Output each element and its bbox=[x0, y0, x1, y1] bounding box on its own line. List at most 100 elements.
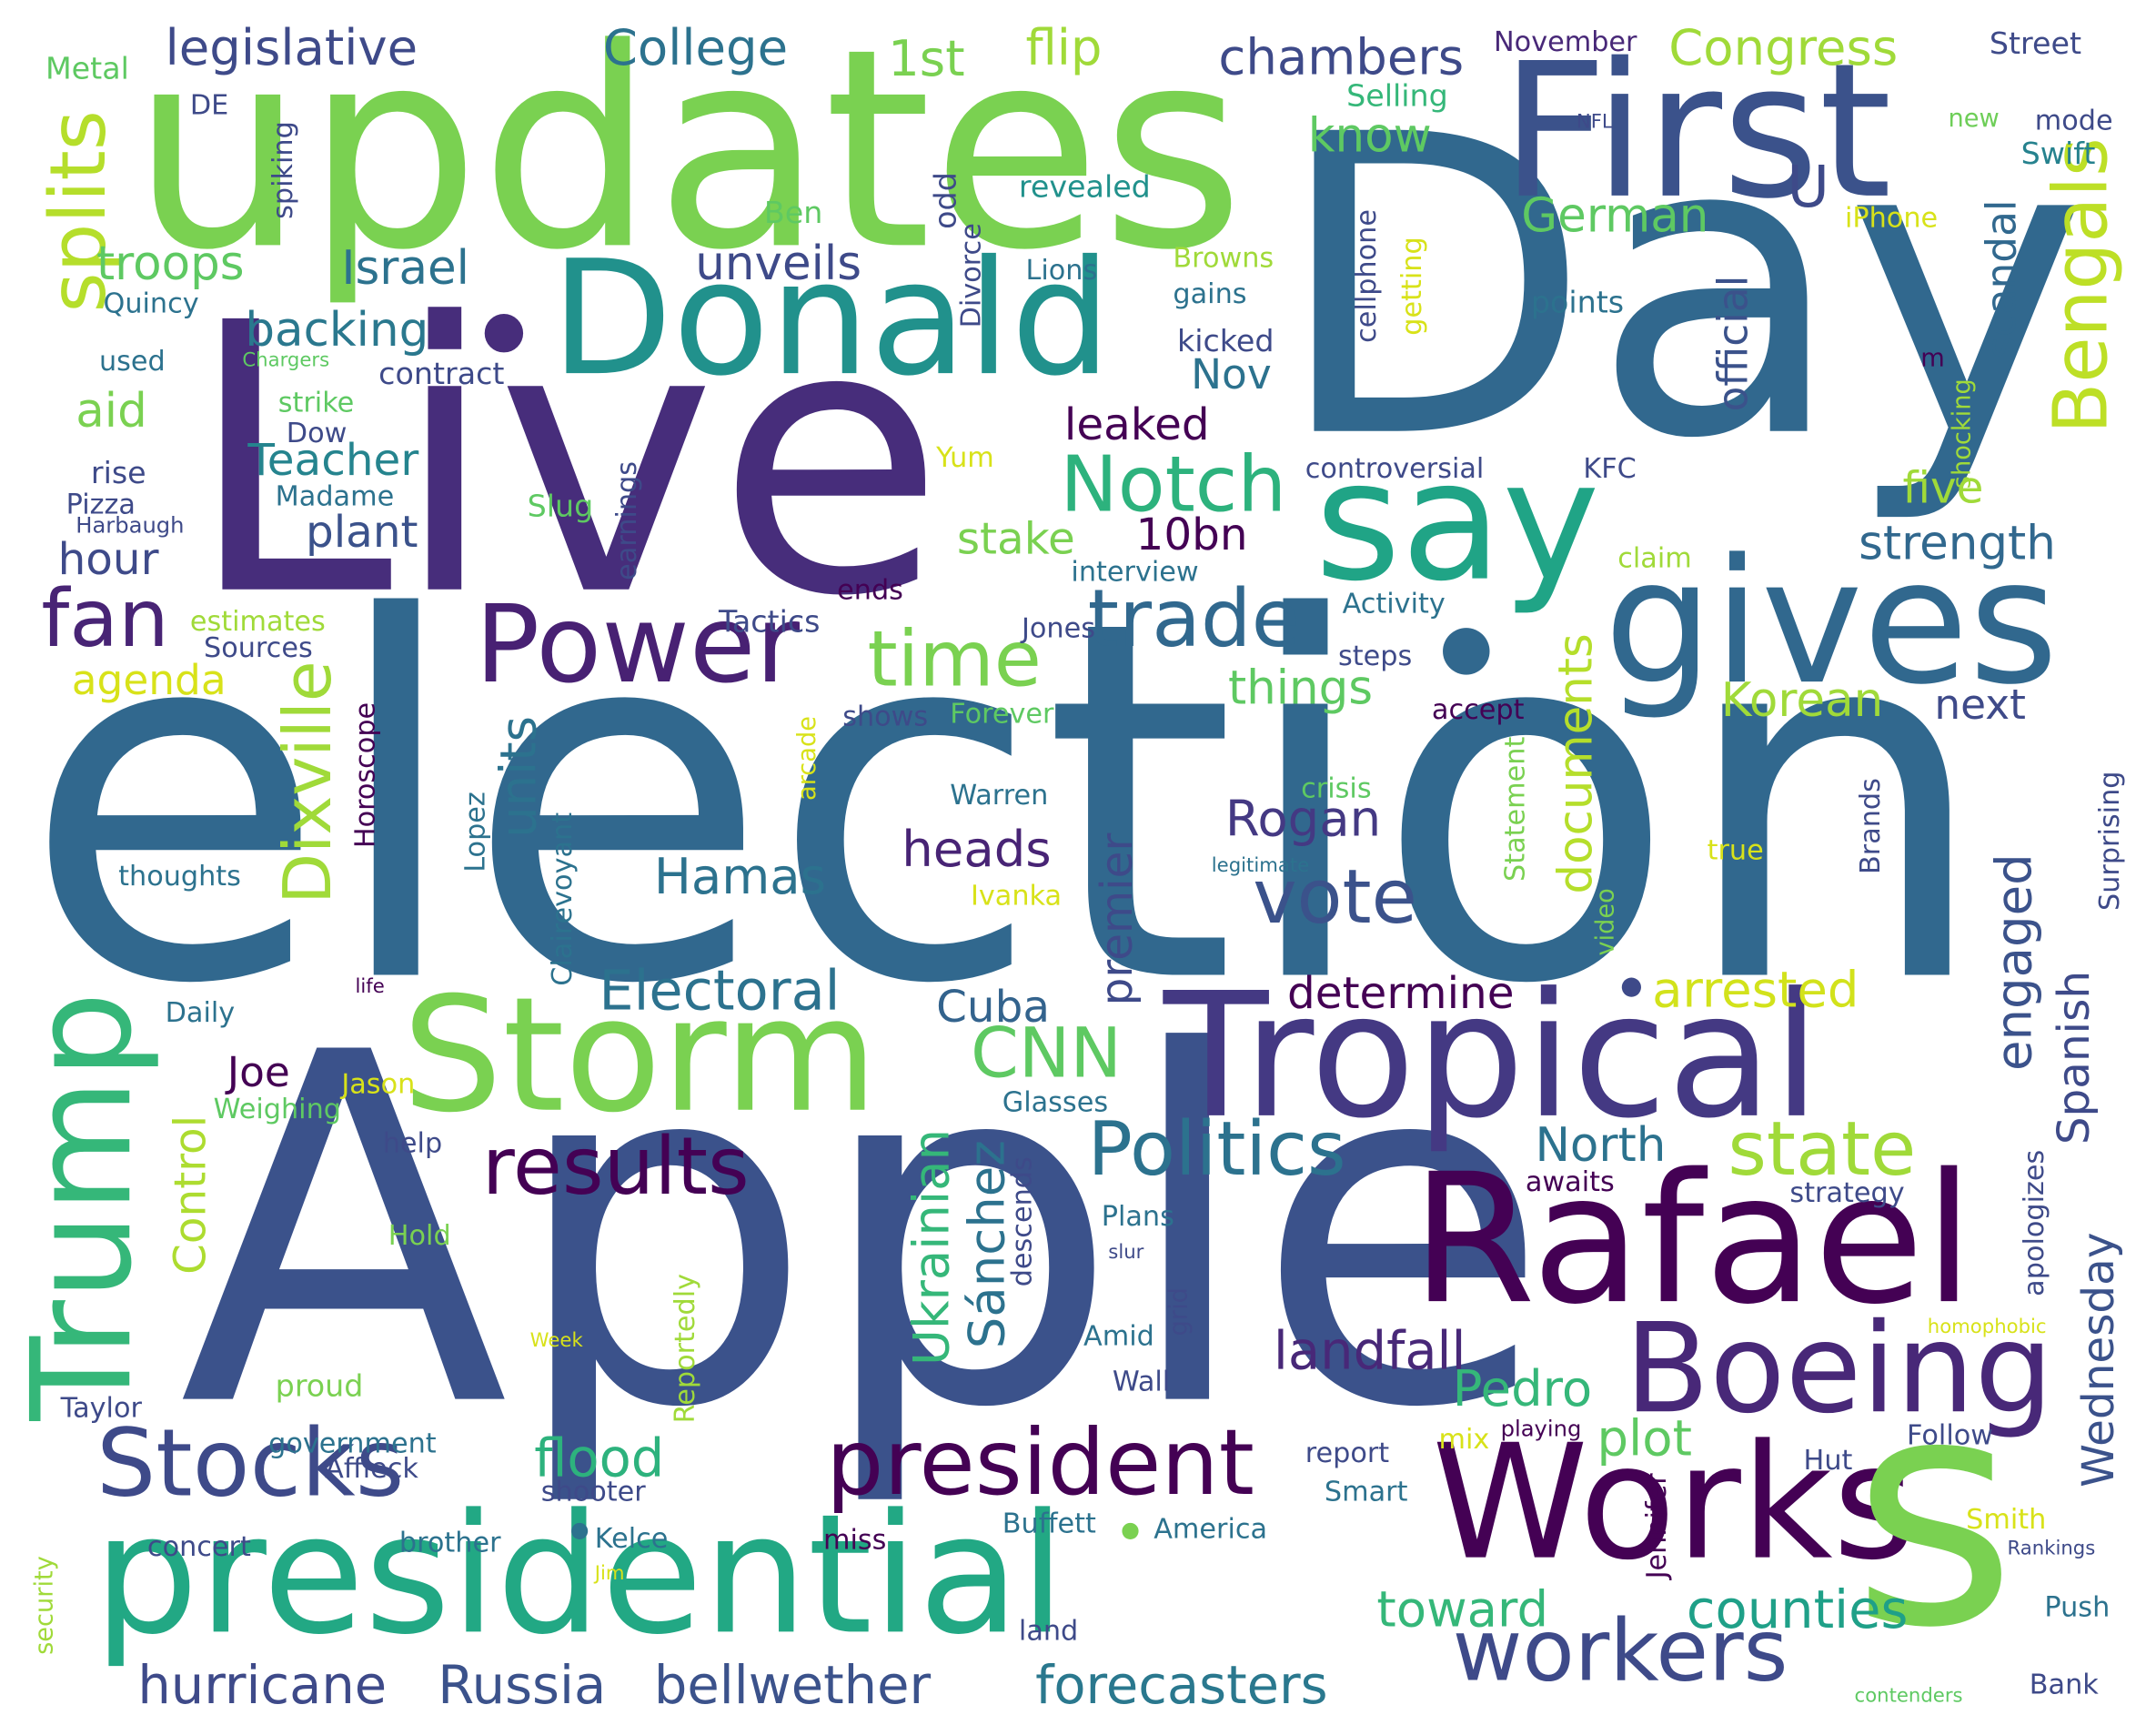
word: brother bbox=[398, 1525, 501, 1559]
word: Selling bbox=[1346, 79, 1448, 115]
word: Reportedly bbox=[667, 1273, 701, 1424]
word: plot bbox=[1597, 1411, 1692, 1468]
word: Stocks bbox=[96, 1409, 405, 1519]
word: Browns bbox=[1173, 240, 1274, 275]
word: toward bbox=[1376, 1581, 1549, 1639]
word: Slug bbox=[527, 489, 594, 525]
word: life bbox=[355, 976, 385, 999]
word: determine bbox=[1287, 966, 1515, 1019]
word: Wall bbox=[1112, 1364, 1171, 1398]
word: next bbox=[1934, 681, 2026, 731]
word: Wednesday bbox=[2071, 1232, 2125, 1488]
word: Hut bbox=[1803, 1443, 1853, 1477]
word: Control bbox=[164, 1115, 217, 1275]
word: used bbox=[98, 344, 166, 378]
word: Boeing bbox=[1624, 1296, 2054, 1442]
word: Jones bbox=[1021, 610, 1095, 645]
word: concert bbox=[146, 1529, 251, 1563]
word: earnings bbox=[610, 460, 643, 580]
word: Teacher bbox=[247, 433, 419, 487]
word: U bbox=[1787, 152, 1829, 221]
word: strategy bbox=[1789, 1175, 1905, 1209]
word: odd bbox=[929, 172, 964, 229]
word: Hamas bbox=[653, 849, 827, 906]
word: workers bbox=[1452, 1599, 1788, 1701]
word: election bbox=[22, 515, 1992, 1093]
word: proud bbox=[275, 1369, 364, 1405]
word: engaged bbox=[1986, 853, 2043, 1072]
word: hour bbox=[57, 532, 159, 586]
word: state bbox=[1728, 1105, 1917, 1193]
word: Politics bbox=[1087, 1105, 1346, 1193]
word: backing bbox=[245, 302, 429, 358]
word: Clairevoyant bbox=[545, 812, 579, 986]
word: interview bbox=[1071, 554, 1199, 589]
word: claim bbox=[1617, 540, 1692, 575]
word: Hold bbox=[388, 1218, 451, 1252]
word: mix bbox=[1438, 1422, 1490, 1456]
word: 1st bbox=[888, 31, 965, 88]
word: Dixville bbox=[269, 661, 348, 904]
word: official bbox=[1709, 275, 1758, 412]
word: Day bbox=[1273, 47, 2090, 530]
word: Surprising bbox=[2092, 771, 2126, 911]
word: Tropical bbox=[1163, 956, 1821, 1157]
word: help bbox=[382, 1125, 443, 1160]
word: Statement bbox=[1497, 736, 1531, 882]
word: estimates bbox=[189, 604, 326, 638]
word: forecasters bbox=[1035, 1655, 1328, 1716]
word: Rankings bbox=[2007, 1538, 2096, 1560]
dot-mark bbox=[1443, 628, 1490, 675]
word: security bbox=[30, 1556, 60, 1655]
dot-mark bbox=[1122, 1522, 1139, 1539]
word: aid bbox=[76, 384, 147, 439]
word: plant bbox=[305, 505, 418, 558]
word: Russia bbox=[438, 1655, 607, 1716]
word: Sources bbox=[203, 630, 313, 664]
word: troops bbox=[96, 237, 245, 292]
word: Notch bbox=[1060, 440, 1287, 530]
dot-mark bbox=[484, 314, 524, 353]
word: Jason bbox=[341, 1066, 416, 1101]
word: accept bbox=[1431, 692, 1525, 726]
word: president bbox=[826, 1409, 1254, 1517]
word: Daily bbox=[165, 995, 236, 1029]
word: playing bbox=[1500, 1415, 1582, 1442]
word: Apple bbox=[178, 951, 1551, 1514]
word: DE bbox=[189, 87, 229, 122]
word: shocking bbox=[1948, 378, 1978, 489]
word: legitimate bbox=[1211, 854, 1310, 878]
dot-mark bbox=[571, 1522, 589, 1539]
word: say bbox=[1315, 427, 1600, 619]
word: points bbox=[1530, 286, 1625, 321]
word: Ukrainian bbox=[904, 1128, 962, 1366]
word: landfall bbox=[1273, 1320, 1466, 1381]
word: Smart bbox=[1324, 1474, 1408, 1508]
word: m bbox=[1920, 344, 1945, 374]
word: Spanish bbox=[2047, 970, 2100, 1145]
word: Storm bbox=[401, 963, 879, 1149]
word: College bbox=[602, 20, 789, 77]
word: results bbox=[481, 1119, 750, 1214]
word: shows bbox=[842, 699, 929, 733]
word: descends bbox=[1004, 1156, 1039, 1287]
word: Lopez bbox=[458, 792, 492, 873]
word: leaked bbox=[1063, 398, 1210, 450]
word: Kelce bbox=[594, 1521, 669, 1555]
word: Ivanka bbox=[970, 878, 1063, 912]
word: arrested bbox=[1652, 962, 1859, 1019]
word: Jennifer bbox=[1639, 1473, 1673, 1579]
word: Plans bbox=[1101, 1199, 1174, 1233]
word: scandal bbox=[1978, 199, 2027, 358]
word: government bbox=[268, 1426, 437, 1460]
word: premier bbox=[1090, 832, 1143, 1006]
word: Divorce bbox=[953, 223, 988, 328]
word: Swift bbox=[2020, 137, 2096, 173]
word: arcade bbox=[792, 715, 822, 801]
word: CNN bbox=[970, 1013, 1122, 1094]
word: gives bbox=[1604, 523, 2059, 723]
word: awaits bbox=[1525, 1165, 1615, 1198]
word: Affleck bbox=[325, 1451, 418, 1485]
word: five bbox=[1902, 460, 1984, 514]
word: crisis bbox=[1301, 771, 1372, 804]
